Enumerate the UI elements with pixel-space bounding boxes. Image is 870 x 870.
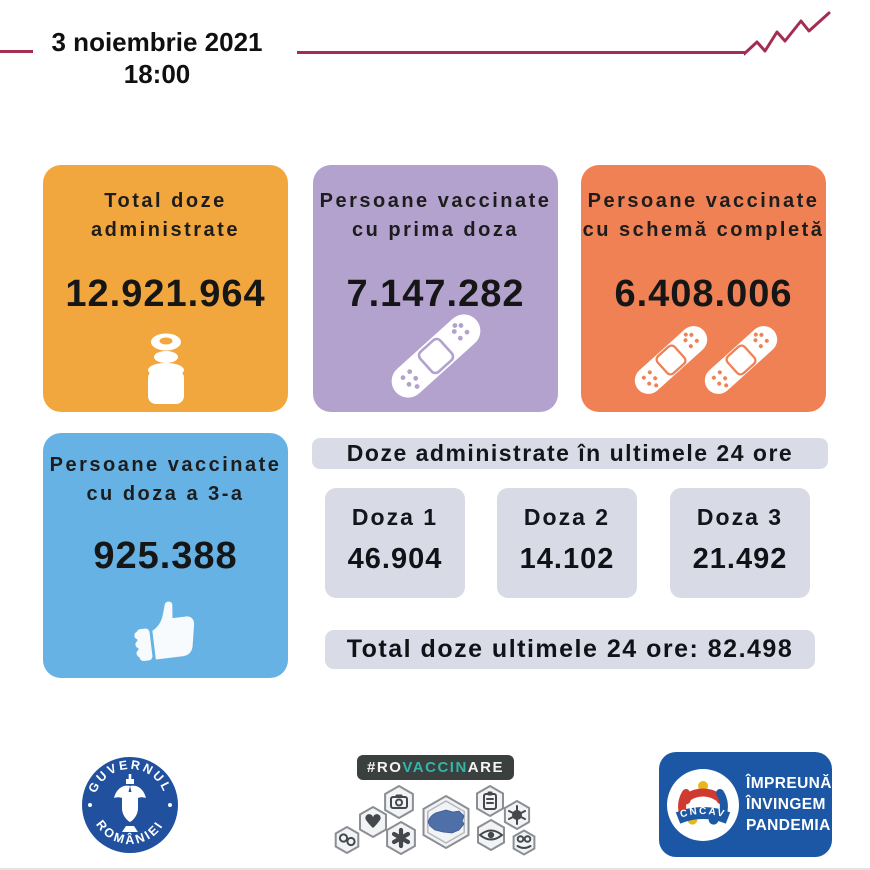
coat-of-arms-icon (114, 774, 146, 832)
card-first-dose: Persoane vaccinate cu prima doza 7.147.2… (313, 165, 558, 412)
cncav-emblem-icon: CNCAV (667, 768, 739, 841)
dose1-card: Doza 1 46.904 (325, 488, 465, 598)
dose2-card: Doza 2 14.102 (497, 488, 637, 598)
card-full-scheme-title: Persoane vaccinate cu schemă completă (582, 190, 825, 241)
report-time: 18:00 (123, 59, 191, 89)
vaccine-vial-icon (147, 333, 184, 404)
romania-map-icon (427, 809, 465, 834)
card-first-dose-title: Persoane vaccinate cu prima doza (319, 190, 552, 241)
card-full-scheme: Persoane vaccinate cu schemă completă 6.… (581, 165, 826, 412)
double-bandage-icon (634, 326, 777, 394)
card-third-dose: Persoane vaccinate cu doza a 3-a 925.388 (43, 433, 288, 678)
dose1-value: 46.904 (347, 543, 443, 575)
rovaccinare-hashtag: #ROVACCINARE (357, 755, 514, 780)
thumbs-up-icon (133, 601, 194, 661)
rovaccinare-logo: #ROVACCINARE (333, 755, 538, 863)
card-first-dose-value: 7.147.282 (346, 273, 525, 315)
bandage-icon (391, 314, 480, 398)
dose2-label: Doza 2 (523, 504, 611, 530)
card-third-dose-title: Persoane vaccinate cu doza a 3-a (49, 454, 282, 505)
card-full-scheme-value: 6.408.006 (614, 273, 793, 315)
card-total-doses: Total doze administrate 12.921.964 (43, 165, 288, 412)
dose3-card: Doza 3 21.492 (670, 488, 810, 598)
guvernul-romaniei-logo: GUVERNUL ROMÂNIEI (82, 757, 178, 853)
decorative-line-left (0, 50, 33, 53)
report-date: 3 noiembrie 2021 (51, 27, 263, 57)
dose1-label: Doza 1 (351, 504, 439, 530)
card-total-doses-title: Total doze administrate (91, 190, 240, 241)
card-third-dose-value: 925.388 (93, 535, 238, 577)
last24-total: Total doze ultimele 24 ore: 82.498 (325, 630, 815, 669)
cncav-slogan: ÎMPREUNĂ ÎNVINGEM PANDEMIA (746, 775, 832, 834)
dose2-value: 14.102 (519, 543, 615, 575)
svg-text:CNCAV: CNCAV (679, 805, 727, 819)
report-datetime: 3 noiembrie 2021 18:00 (38, 26, 276, 90)
rovaccinare-hexagon-cluster (334, 784, 536, 856)
last24-title: Doze administrate în ultimele 24 ore (312, 438, 828, 469)
dose3-value: 21.492 (692, 543, 788, 575)
cncav-logo: CNCAV ÎMPREUNĂ ÎNVINGEM PANDEMIA (659, 752, 832, 857)
dose3-label: Doza 3 (696, 504, 784, 530)
card-total-doses-value: 12.921.964 (65, 273, 266, 315)
trend-zigzag-icon (744, 11, 831, 56)
decorative-line-right (297, 51, 746, 54)
